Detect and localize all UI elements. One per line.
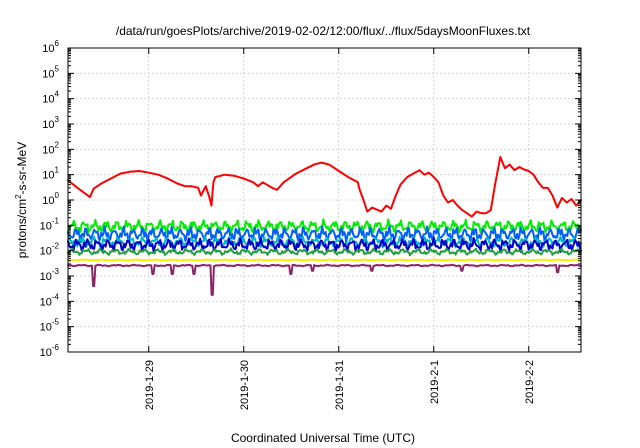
y-axis-label-base: protons/cm	[15, 199, 29, 258]
y-tick-label: 100	[42, 191, 59, 207]
grid	[68, 48, 581, 352]
series-line-7	[67, 258, 582, 262]
y-tick-label: 10-1	[40, 216, 60, 232]
y-tick-label: 10-6	[40, 343, 60, 359]
series-line-8	[67, 263, 582, 296]
y-tick-label: 101	[42, 166, 59, 182]
y-tick-label: 10-5	[40, 318, 60, 334]
series-line-6	[67, 247, 582, 257]
x-tick-label: 2019-2-1	[429, 360, 441, 404]
y-tick-label: 105	[42, 64, 59, 80]
chart-title: /data/run/goesPlots/archive/2019-02-02/1…	[116, 24, 531, 38]
y-axis-label: protons/cm2-s-sr-MeV	[14, 142, 29, 258]
y-axis-label-rest: -s-sr-MeV	[15, 142, 29, 195]
y-tick-label: 104	[42, 90, 59, 106]
y-tick-label: 102	[42, 140, 59, 156]
x-tick-label: 2019-1-30	[239, 360, 251, 410]
series-line-1	[67, 156, 582, 218]
y-tick-label: 10-2	[40, 242, 60, 258]
x-tick-label: 2019-1-31	[334, 360, 346, 410]
series-line-5	[67, 236, 582, 253]
y-tick-label: 10-4	[40, 292, 60, 308]
y-tick-label: 103	[42, 115, 59, 131]
y-axis-label-sup: 2	[14, 194, 23, 199]
axis-ticks: 10-6 10-5 10-4 10-3 10-2 10-1 100 101 102 103 104 1…	[40, 39, 581, 410]
y-tick-label: 10-3	[40, 267, 60, 283]
data-series	[67, 156, 582, 296]
x-tick-label: 2019-1-29	[144, 360, 156, 410]
x-axis-label: Coordinated Universal Time (UTC)	[231, 431, 415, 445]
x-tick-label: 2019-2-2	[524, 360, 536, 404]
y-tick-label: 106	[42, 39, 59, 55]
series-line-3	[67, 225, 582, 243]
